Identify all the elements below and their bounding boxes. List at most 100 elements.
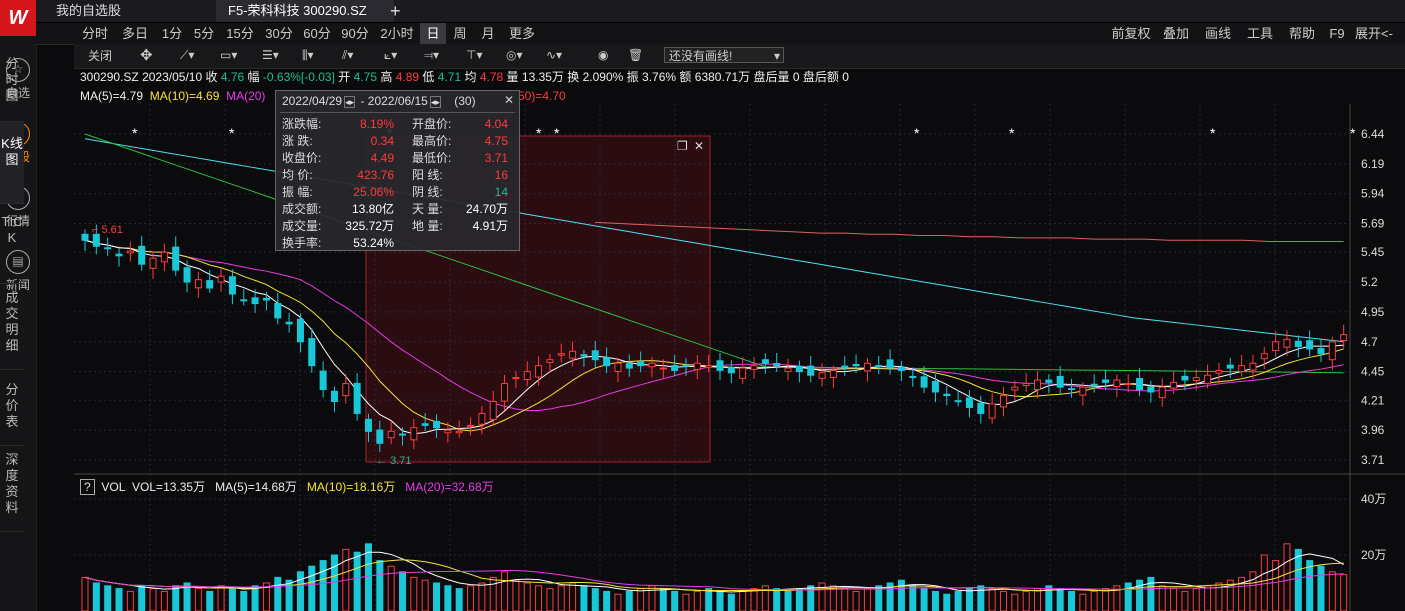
- wave-tool-icon[interactable]: ∿▾: [546, 48, 563, 62]
- volume-bar[interactable]: [1204, 585, 1212, 611]
- volume-bar[interactable]: [1328, 571, 1336, 611]
- candle[interactable]: [1011, 386, 1019, 391]
- candle[interactable]: [1090, 383, 1098, 386]
- volume-bar[interactable]: [478, 582, 486, 611]
- candle[interactable]: [1124, 383, 1132, 386]
- volume-bar[interactable]: [580, 585, 588, 611]
- candle[interactable]: [172, 246, 180, 271]
- event-marker[interactable]: *: [536, 125, 542, 141]
- volume-bar[interactable]: [421, 579, 429, 611]
- candle[interactable]: [138, 245, 146, 265]
- start-stepper-icon[interactable]: ◂▸: [344, 96, 356, 108]
- volume-bar[interactable]: [1192, 588, 1200, 611]
- volume-bar[interactable]: [535, 585, 543, 611]
- candle[interactable]: [546, 359, 554, 363]
- kline-chart[interactable]: 6.44 6.19 5.94 5.69 5.45 5.2 4.95 4.7 4.45 4.21 3.…: [74, 104, 1405, 611]
- volume-bar[interactable]: [773, 588, 781, 611]
- candle[interactable]: [671, 365, 679, 371]
- tool-0[interactable]: 前复权: [1111, 26, 1151, 41]
- candle[interactable]: [943, 393, 951, 397]
- volume-bar[interactable]: [1340, 574, 1348, 611]
- candle[interactable]: [773, 362, 781, 367]
- trash-icon[interactable]: 🗑: [628, 48, 644, 62]
- volume-bar[interactable]: [81, 576, 89, 611]
- volume-bar[interactable]: [228, 588, 236, 611]
- event-marker[interactable]: *: [914, 125, 920, 141]
- volume-bar[interactable]: [206, 590, 214, 611]
- volume-bar[interactable]: [784, 590, 792, 611]
- app-logo[interactable]: W: [0, 0, 36, 36]
- candle[interactable]: [1272, 341, 1280, 351]
- candle[interactable]: [206, 280, 214, 289]
- tool-6[interactable]: 展开<-: [1355, 26, 1393, 41]
- volume-bar[interactable]: [1102, 588, 1110, 611]
- candle[interactable]: [897, 366, 905, 371]
- period-6[interactable]: 60分: [303, 26, 331, 41]
- volume-bar[interactable]: [251, 585, 259, 611]
- close-drawing-button[interactable]: 关闭: [88, 49, 113, 63]
- candle[interactable]: [625, 363, 633, 369]
- candle[interactable]: [364, 418, 372, 432]
- volume-bar[interactable]: [1079, 593, 1087, 611]
- volume-bar[interactable]: [739, 590, 747, 611]
- volume-bar[interactable]: [149, 588, 157, 611]
- range-end[interactable]: - 2022/06/15: [360, 94, 428, 108]
- period-11[interactable]: 月: [481, 26, 495, 41]
- period-1[interactable]: 多日: [121, 26, 148, 41]
- volume-bar[interactable]: [931, 590, 939, 611]
- volume-bar[interactable]: [1034, 588, 1041, 611]
- volume-bar[interactable]: [1215, 582, 1223, 611]
- candle[interactable]: [614, 362, 622, 373]
- volume-bar[interactable]: [285, 579, 293, 611]
- volume-bar[interactable]: [1011, 593, 1019, 611]
- volume-bar[interactable]: [115, 588, 123, 611]
- volume-bar[interactable]: [682, 593, 690, 611]
- volume-bar[interactable]: [841, 588, 849, 611]
- candle[interactable]: [1226, 364, 1234, 369]
- candle[interactable]: [183, 267, 191, 283]
- tool-3[interactable]: 工具: [1246, 26, 1273, 41]
- volume-bar[interactable]: [727, 593, 735, 611]
- candle[interactable]: [523, 371, 531, 381]
- candle[interactable]: [1204, 374, 1212, 384]
- candle[interactable]: [1079, 386, 1087, 396]
- volume-bar[interactable]: [977, 585, 985, 611]
- candle[interactable]: [931, 380, 939, 393]
- candle[interactable]: [569, 350, 577, 359]
- candle[interactable]: [81, 233, 89, 241]
- candle[interactable]: [841, 365, 849, 369]
- period-10[interactable]: 周: [453, 26, 467, 41]
- text-tool-icon[interactable]: ☰▾: [262, 48, 279, 62]
- candle[interactable]: [489, 400, 497, 420]
- candle[interactable]: [1294, 340, 1302, 348]
- shape-tool-icon[interactable]: ◎▾: [506, 48, 523, 62]
- help-icon[interactable]: ?: [80, 479, 95, 495]
- candle[interactable]: [682, 364, 690, 367]
- volume-bar[interactable]: [1090, 590, 1098, 611]
- candle[interactable]: [512, 377, 520, 380]
- vtab-kline[interactable]: K线图: [0, 122, 24, 204]
- candle[interactable]: [149, 257, 157, 269]
- candle[interactable]: [1158, 386, 1166, 399]
- candle[interactable]: [818, 372, 826, 379]
- candle[interactable]: [829, 369, 837, 378]
- candle[interactable]: [1045, 379, 1053, 383]
- period-7[interactable]: 90分: [341, 26, 369, 41]
- candle[interactable]: [1192, 377, 1200, 382]
- volume-bar[interactable]: [1272, 560, 1280, 611]
- candle[interactable]: [1306, 340, 1314, 350]
- volume-bar[interactable]: [104, 585, 112, 611]
- volume-bar[interactable]: [183, 582, 191, 611]
- candle[interactable]: [1136, 377, 1144, 391]
- volume-bar[interactable]: [557, 585, 565, 611]
- event-marker[interactable]: *: [554, 125, 560, 141]
- candle[interactable]: [693, 362, 701, 370]
- volume-bar[interactable]: [750, 588, 758, 611]
- candle[interactable]: [727, 367, 735, 374]
- candle[interactable]: [965, 397, 973, 408]
- volume-bar[interactable]: [693, 590, 701, 611]
- candle[interactable]: [852, 363, 860, 367]
- volume-bar[interactable]: [376, 560, 384, 611]
- candle[interactable]: [217, 275, 225, 283]
- candle[interactable]: [1034, 379, 1041, 390]
